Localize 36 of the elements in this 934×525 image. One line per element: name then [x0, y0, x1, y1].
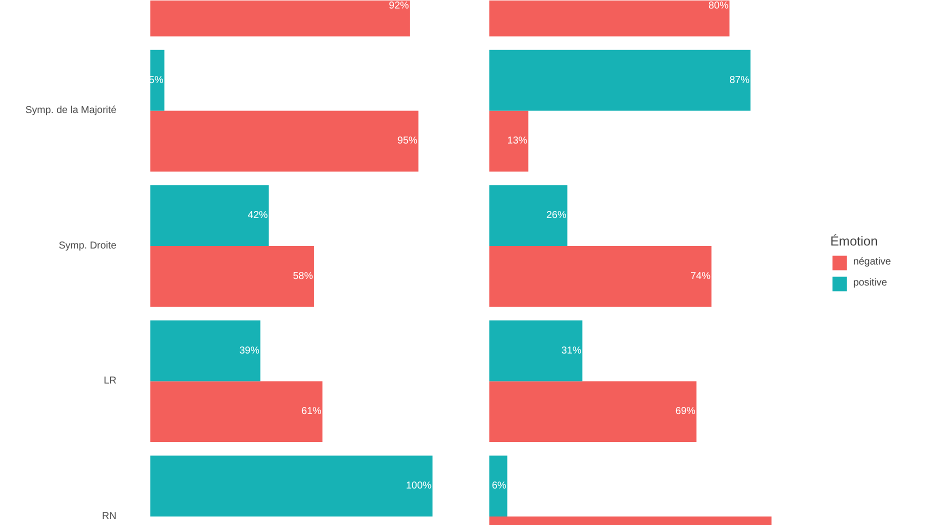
bar	[150, 320, 260, 382]
bar	[150, 456, 433, 516]
data-label: 13%	[507, 136, 528, 147]
y-tick-label: LR	[104, 376, 117, 387]
data-label: 80%	[708, 0, 729, 12]
data-label: 92%	[388, 0, 410, 12]
data-label: 58%	[292, 270, 314, 282]
data-label: 6%	[492, 480, 506, 492]
y-tick-label: Symp. Droite	[58, 240, 117, 252]
data-label: 95%	[397, 136, 418, 147]
data-label: 26%	[546, 210, 566, 222]
legend-label: positive	[853, 278, 888, 288]
bar	[150, 110, 418, 172]
y-tick-label: RN	[102, 510, 117, 522]
data-label: 42%	[248, 210, 268, 222]
data-label: 61%	[301, 406, 322, 418]
data-label: 87%	[729, 74, 750, 86]
bar	[150, 50, 164, 111]
legend-label: négative	[853, 256, 891, 268]
y-tick-label: Symp. de la Majorité	[25, 105, 117, 116]
bar	[489, 246, 712, 307]
bar	[150, 246, 314, 307]
bar	[150, 185, 269, 246]
bar	[489, 320, 582, 382]
data-label: 31%	[561, 345, 582, 356]
data-label: 39%	[239, 345, 260, 356]
bar	[489, 185, 568, 246]
bar	[489, 381, 696, 442]
data-label: 69%	[675, 406, 696, 418]
bar	[489, 50, 750, 111]
data-label: 74%	[690, 270, 711, 282]
legend-title: Émotion	[830, 233, 879, 248]
bar	[489, 456, 508, 516]
bar	[489, 110, 528, 172]
data-label: 100%	[406, 480, 432, 492]
bar	[150, 381, 322, 442]
